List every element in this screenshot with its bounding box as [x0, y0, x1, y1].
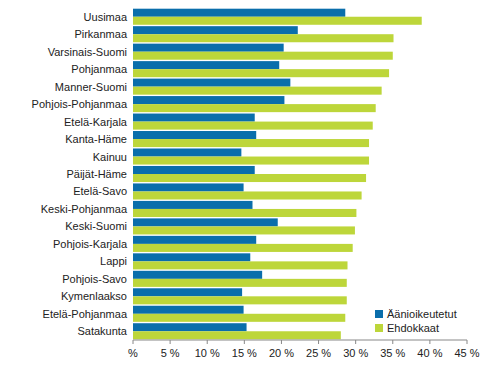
tick-label: 35 % — [380, 347, 405, 359]
category-label: Kymenlaakso — [61, 290, 127, 302]
bar — [133, 236, 256, 244]
tick-mark — [392, 340, 393, 344]
bar — [133, 253, 250, 261]
bar — [133, 174, 366, 182]
tick-label: % — [128, 347, 138, 359]
tick-label: 10 % — [195, 347, 220, 359]
bar — [133, 157, 369, 165]
tick-label: 30 % — [343, 347, 368, 359]
chart: Uusimaa Pirkanmaa Varsinais-Suomi Pohjanmaa… — [0, 0, 492, 367]
category-label: Etelä-Pohjanmaa — [43, 308, 128, 320]
category-label: Keski-Pohjanmaa — [41, 203, 128, 215]
legend-swatch — [375, 310, 383, 318]
tick-label: 20 % — [269, 347, 294, 359]
category-label: Lappi — [100, 255, 127, 267]
bar — [133, 271, 262, 279]
bar — [133, 9, 345, 17]
category-label: Pohjois-Savo — [62, 273, 127, 285]
tick-mark — [467, 340, 468, 344]
bar — [133, 139, 369, 147]
bars — [133, 9, 422, 340]
legend: Äänioikeutetut Ehdokkaat — [375, 308, 457, 334]
category-label: Kainuu — [93, 151, 127, 163]
bar — [133, 306, 244, 314]
bar — [133, 261, 348, 269]
tick-mark — [355, 340, 356, 344]
bar — [133, 122, 373, 130]
category-label: Kanta-Häme — [65, 133, 127, 145]
tick-label: 40 % — [417, 347, 442, 359]
bar — [133, 26, 298, 34]
bar — [133, 331, 341, 339]
category-label: Pohjois-Pohjanmaa — [32, 98, 128, 110]
category-label: Varsinais-Suomi — [48, 46, 127, 58]
tick-mark — [318, 340, 319, 344]
bar — [133, 279, 347, 287]
tick-mark — [207, 340, 208, 344]
category-label: Satakunta — [77, 325, 127, 337]
tick-label: 5 % — [161, 347, 180, 359]
category-label: Manner-Suomi — [55, 81, 127, 93]
tick-mark — [133, 340, 134, 344]
category-label: Uusimaa — [84, 11, 128, 23]
bar — [133, 17, 422, 25]
bar — [133, 148, 241, 156]
bar — [133, 183, 244, 191]
category-label: Etelä-Savo — [73, 185, 127, 197]
category-label: Pirkanmaa — [74, 28, 127, 40]
bar — [133, 226, 355, 234]
tick-label: 45 % — [454, 347, 479, 359]
category-label: Pohjanmaa — [71, 63, 128, 75]
legend-label: Äänioikeutetut — [387, 308, 457, 320]
category-label: Päijät-Häme — [66, 168, 127, 180]
bar — [133, 323, 247, 331]
bar — [133, 52, 393, 60]
bar — [133, 34, 394, 42]
bar — [133, 191, 362, 199]
bar — [133, 244, 353, 252]
tick-mark — [429, 340, 430, 344]
tick-label: 15 % — [232, 347, 257, 359]
bar — [133, 201, 252, 209]
bar — [133, 104, 376, 112]
bar — [133, 44, 284, 52]
legend-swatch — [375, 324, 383, 332]
bar — [133, 288, 242, 296]
bar — [133, 314, 345, 322]
bar — [133, 96, 284, 104]
bar — [133, 296, 347, 304]
bar — [133, 61, 279, 69]
bar — [133, 166, 255, 174]
bar — [133, 87, 382, 95]
category-label: Etelä-Karjala — [64, 116, 128, 128]
bar — [133, 114, 255, 122]
tick-mark — [281, 340, 282, 344]
tick-label: 25 % — [306, 347, 331, 359]
bar — [133, 131, 256, 139]
category-label: Pohjois-Karjala — [53, 238, 128, 250]
category-label: Keski-Suomi — [65, 220, 127, 232]
bar — [133, 79, 290, 87]
bar — [133, 69, 389, 77]
tick-mark — [244, 340, 245, 344]
tick-mark — [170, 340, 171, 344]
x-axis — [133, 340, 467, 341]
bar — [133, 209, 356, 217]
bar — [133, 218, 278, 226]
legend-label: Ehdokkaat — [387, 322, 439, 334]
